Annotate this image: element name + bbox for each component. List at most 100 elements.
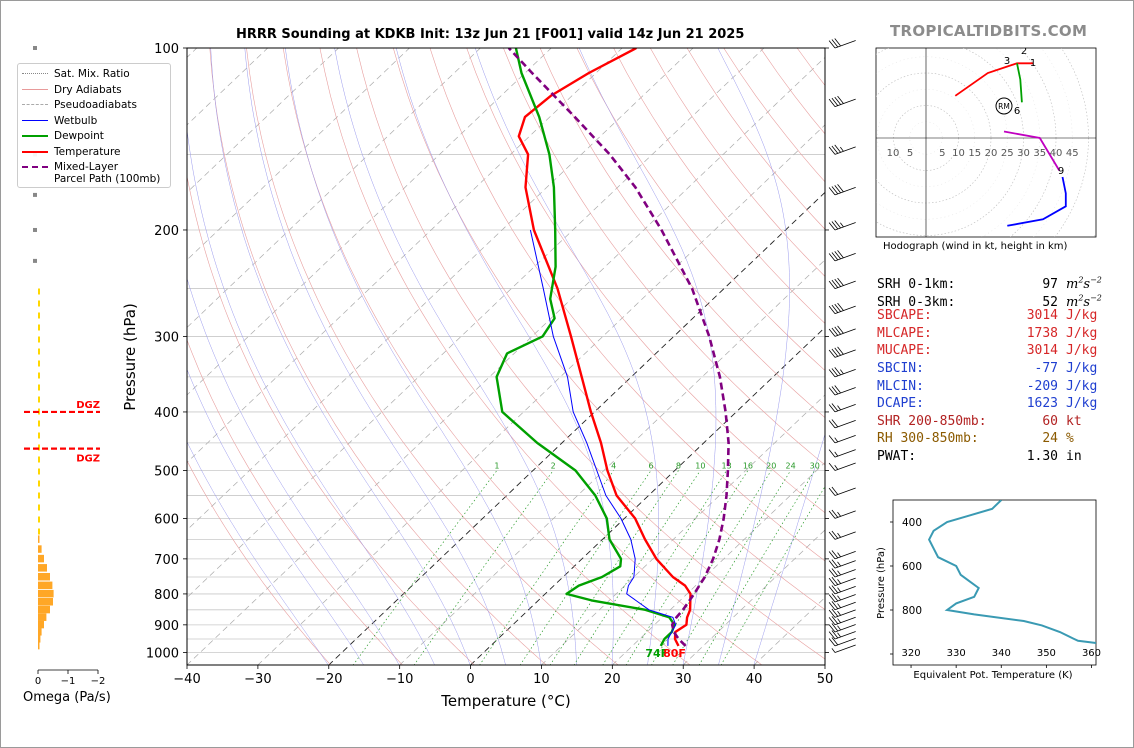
stat-value: -209 [1026,378,1058,394]
wind-barb [828,434,856,444]
wind-barb-full [837,95,844,104]
mixing-ratio-label: 10 [695,462,705,471]
hodograph-height-label: 9 [1058,166,1064,177]
wind-barb-full [828,328,836,337]
legend-swatch [22,68,48,78]
stat-row: MUCAPE: 3014 J/kg [877,342,1102,360]
mixing-ratio-line [698,470,815,665]
hodograph-ring-label: 5 [939,148,945,159]
wind-barb-half [837,595,841,601]
theta-e-x-tick-label: 360 [1082,648,1101,659]
stat-label: PWAT: [877,448,917,464]
chart-title: HRRR Sounding at KDKB Init: 13z Jun 21 [… [236,27,745,42]
wind-barb-staff [834,252,856,262]
theta-e-y-axis-label: Pressure (hPa) [876,547,887,619]
wind-barb-staff [834,644,856,653]
wind-barb-staff [834,510,856,519]
wind-barb-full [837,346,844,355]
wind-barb-full [828,638,836,647]
y-axis-label: Pressure (hPa) [121,303,139,411]
theta-e-x-tick-label: 320 [901,648,920,659]
x-tick-label: 30 [675,672,692,687]
wind-barb-full [831,279,839,288]
wind-barb-staff [834,146,856,155]
wind-barb-full [831,97,839,106]
wind-barb-full [831,637,839,646]
y-tick-label: 600 [154,512,179,527]
omega-tick-label: −1 [61,676,76,687]
chart-legend: Sat. Mix. Ratio Dry Adiabats Pseudoadiabat… [17,63,171,188]
moist-adiabat [753,433,825,665]
hodograph-height-label: 1 [1030,58,1036,69]
mixing-ratio-line [602,470,727,665]
wind-barb [828,220,856,231]
omega-bar [38,589,54,598]
series-wetbulb [529,229,677,646]
wind-barb-full [828,609,836,618]
theta-e-frame [892,499,1097,666]
wind-barb-full [828,280,836,289]
wind-barb-staff [834,609,856,618]
y-tick-label: 400 [154,406,179,421]
wind-barb-staff [834,585,856,595]
sounding-stats: SRH 0-1km: 97 m2s−2 SRH 0-3km: 52 m2s−2 SBCAPE… [877,272,1102,466]
wind-barbs [828,38,856,653]
wind-barb-half [834,451,839,457]
mixing-ratio-label: 4 [611,462,616,471]
wind-barb-staff [834,462,856,471]
omega-upper-marker [33,192,37,197]
wind-barb-staff [834,419,856,429]
wind-barb-full [828,462,836,471]
omega-bar [38,628,42,636]
legend-label: Dewpoint [54,130,104,142]
wind-barb [828,325,856,337]
dry-adiabat [187,174,475,665]
wind-barb-full [828,569,836,578]
omega-panel: 0 −1 −2 DGZ DGZ [24,46,105,687]
legend-entry: Dry Adiabats [22,84,122,98]
wind-barb-full [828,369,836,378]
mixing-ratio-line [573,470,701,665]
hodograph-ring-label: 35 [1033,148,1046,159]
y-tick-label: 800 [154,588,179,603]
stat-label: SRH 0-3km: [877,294,956,310]
wind-barb [828,601,856,611]
wind-barb-full [828,551,836,560]
theta-e-line [927,500,1096,644]
wind-barb [828,95,856,107]
theta-e-x-axis-label: Equivalent Pot. Temperature (K) [913,670,1072,681]
y-tick-label: 900 [154,619,179,634]
mixing-ratio-label: 2 [551,462,556,471]
moist-adiabat [187,277,400,665]
wind-barb [828,616,856,626]
moist-adiabat [395,48,614,665]
stat-label: MLCIN: [877,378,924,394]
stat-row: SRH 0-3km: 52 m2s−2 [877,290,1102,310]
wind-barb-full [834,385,841,394]
wind-barb [828,449,856,458]
wind-barb-full [828,602,836,611]
hodograph-ring-label: 10 [887,148,900,159]
moist-adiabat [210,48,471,665]
mixing-ratio-label: 1 [494,462,499,471]
theta-e-x-tick-label: 330 [947,648,966,659]
x-tick-label: 40 [746,672,763,687]
wind-barb-full [831,601,839,610]
dry-adiabat [282,48,691,665]
wind-barb-staff [834,222,856,231]
wind-barb-staff [834,328,856,337]
hodograph-ring-label: 15 [968,148,981,159]
wind-barb-full [831,623,839,632]
legend-swatch [22,99,48,109]
wind-barb-full [837,184,844,193]
isotherm-line [257,124,825,665]
wind-barb-half [840,369,844,375]
dry-adiabat [429,48,825,562]
wind-barb-half [837,532,841,538]
wind-barb-full [828,577,836,586]
mixing-ratio-line [479,470,614,665]
omega-tick-label: −2 [91,676,106,687]
mixing-ratio-label: 6 [648,462,653,471]
theta-e-x-tick-label: 340 [992,648,1011,659]
